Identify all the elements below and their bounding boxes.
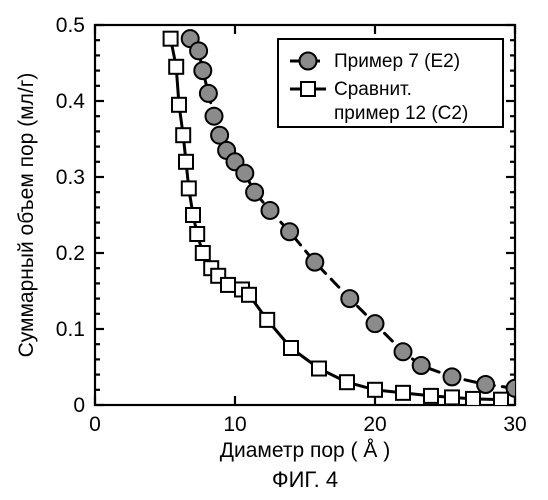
svg-text:Диаметр пор ( Å ): Диаметр пор ( Å )	[220, 439, 390, 462]
svg-text:Суммарный объем пор (мл/г): Суммарный объем пор (мл/г)	[15, 73, 38, 358]
svg-text:0.2: 0.2	[56, 242, 85, 265]
svg-text:10: 10	[223, 413, 246, 436]
svg-text:30: 30	[503, 413, 526, 436]
svg-text:0.5: 0.5	[56, 14, 85, 37]
svg-text:0.1: 0.1	[56, 318, 85, 341]
svg-text:0.3: 0.3	[56, 166, 85, 189]
svg-text:Сравнит.: Сравнит.	[334, 79, 412, 100]
chart-figure: 0 0.1 0.2 0.3 0.4 0.5 0 10 20 30 Диаметр пор ( Å )…	[0, 0, 548, 500]
chart-svg: 0 0.1 0.2 0.3 0.4 0.5 0 10 20 30 Диаметр пор ( Å )…	[0, 0, 548, 500]
svg-text:20: 20	[363, 413, 386, 436]
svg-text:0: 0	[73, 394, 85, 417]
svg-text:Пример 7 (E2): Пример 7 (E2)	[334, 51, 460, 72]
svg-text:ФИГ. 4: ФИГ. 4	[272, 467, 338, 492]
svg-text:0: 0	[89, 413, 101, 436]
svg-text:0.4: 0.4	[56, 90, 86, 113]
svg-text:пример 12 (C2): пример 12 (C2)	[334, 103, 468, 124]
